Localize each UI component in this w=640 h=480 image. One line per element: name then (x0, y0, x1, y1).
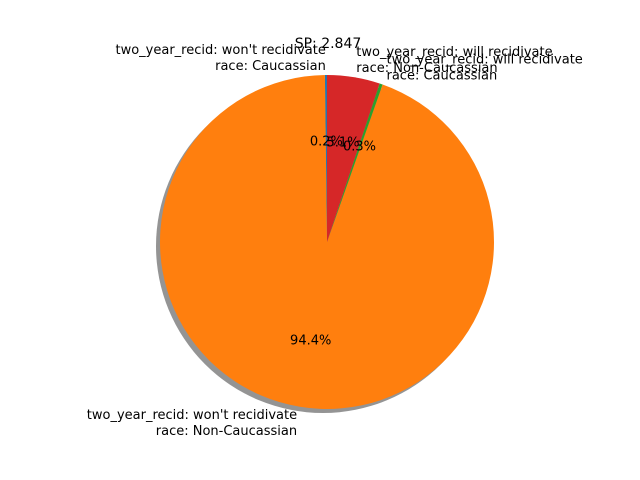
pie-slice (327, 83, 383, 242)
pie-slice-label-line: two_year_recid: will recidivate (387, 53, 583, 68)
pie-slices (160, 75, 495, 410)
pie-slice (324, 75, 327, 242)
pie-slice-label-line: two_year_recid: won't recidivate (87, 408, 297, 423)
pie-percent-label: 0.2% (310, 134, 343, 149)
pie-slice-label-line: two_year_recid: will recidivate (356, 45, 552, 60)
pie-percent-label: 94.4% (290, 333, 331, 348)
pie-slice-label-line: race: Non-Caucassian (356, 61, 497, 76)
chart-title: SP: 2.847 (295, 36, 362, 52)
pie-percent-labels: 0.2% 94.4% 0.3%5.1% (290, 134, 376, 348)
pie-slice (327, 75, 380, 242)
pie-slice-label-line: two_year_recid: won't recidivate (116, 43, 326, 58)
pie-slice-label-line: race: Caucassian (387, 69, 498, 84)
pie-percent-label: 5.1% (326, 136, 359, 151)
pie-slice-label-line: race: Non-Caucassian (156, 424, 297, 439)
pie-percent-label: 0.3% (343, 140, 376, 155)
pie-slice-label-line: race: Caucassian (215, 59, 326, 74)
pie-slice (160, 75, 495, 410)
